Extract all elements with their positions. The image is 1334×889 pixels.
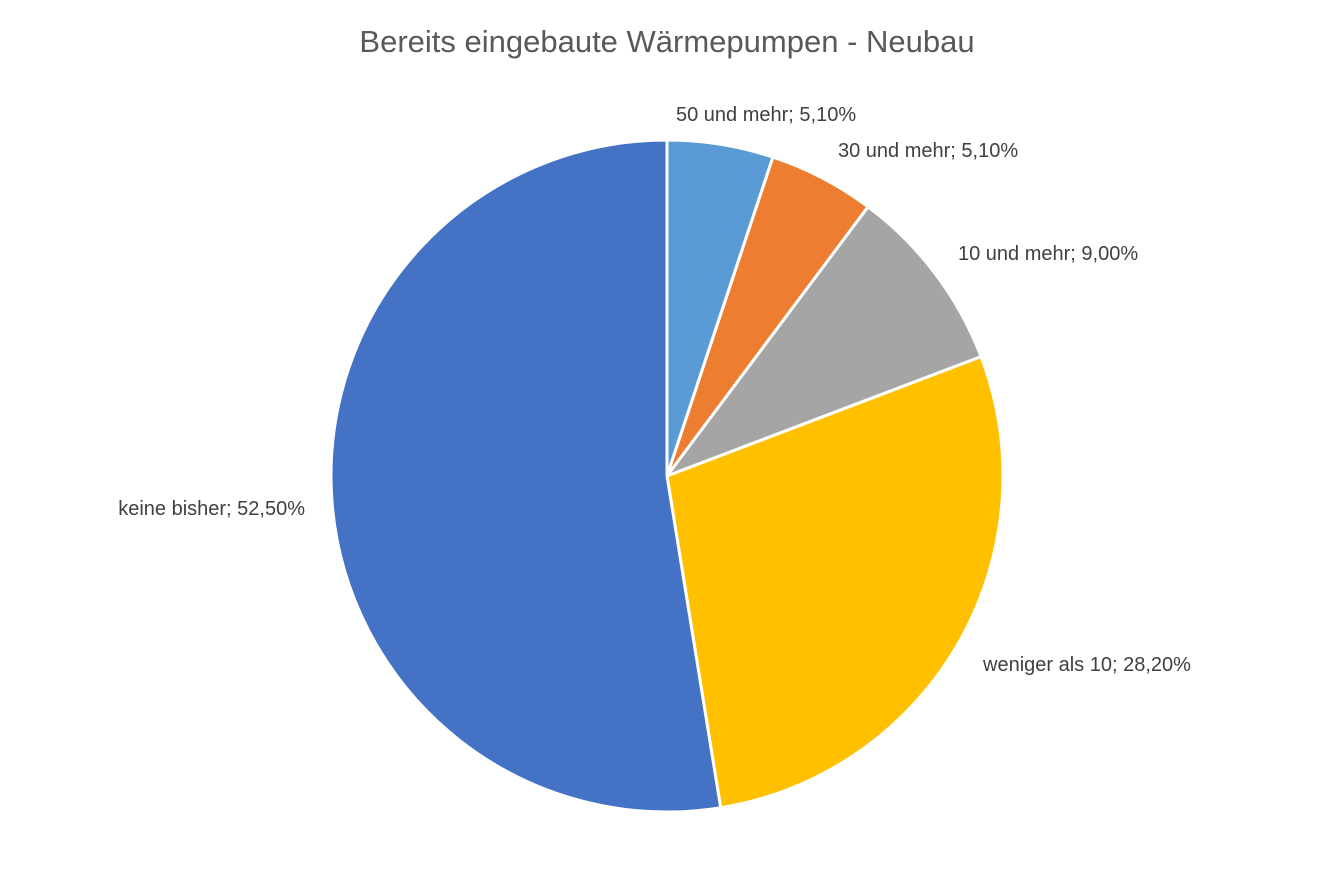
data-label-30-und-mehr: 30 und mehr; 5,10% — [838, 140, 1018, 162]
pie-data-labels: 50 und mehr; 5,10% 30 und mehr; 5,10% 10 u… — [118, 104, 1191, 676]
data-label-50-und-mehr: 50 und mehr; 5,10% — [676, 104, 856, 126]
pie-slice-weniger-als-10 — [665, 355, 1005, 810]
data-label-10-und-mehr: 10 und mehr; 9,00% — [958, 243, 1138, 265]
chart-title: Bereits eingebaute Wärmepumpen - Neubau — [359, 24, 974, 59]
pie-slices — [329, 138, 1005, 814]
data-label-keine-bisher: keine bisher; 52,50% — [118, 498, 305, 520]
pie-slice-keine-bisher — [329, 138, 723, 814]
data-label-weniger-als-10: weniger als 10; 28,20% — [982, 654, 1191, 676]
pie-slice-10-und-mehr — [665, 205, 983, 478]
